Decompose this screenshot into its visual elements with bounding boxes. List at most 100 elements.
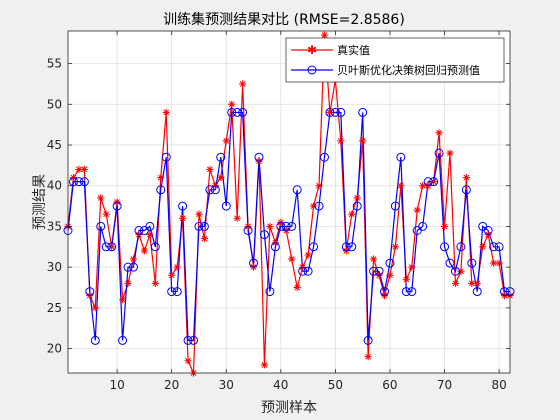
data-point-actual <box>386 271 394 279</box>
data-point-actual <box>337 137 345 145</box>
data-point-actual <box>293 283 301 292</box>
data-point-predicted <box>467 258 477 268</box>
data-point-predicted <box>172 287 182 297</box>
data-point-predicted <box>298 266 308 276</box>
data-point-actual <box>304 251 312 259</box>
data-point-actual <box>91 304 99 312</box>
data-point-predicted <box>68 177 78 187</box>
data-point-actual <box>162 108 170 117</box>
data-point-predicted <box>401 287 411 297</box>
data-point-actual <box>140 247 148 255</box>
y-axis-label: 预测结果 <box>32 174 48 230</box>
legend-box <box>285 37 505 83</box>
data-point-actual <box>239 80 247 88</box>
grid <box>68 31 510 373</box>
data-point-actual <box>206 165 214 174</box>
data-point-predicted <box>85 287 95 297</box>
plot-frame <box>67 30 511 374</box>
x-tick-labels: 10 20 30 40 50 60 70 80 <box>109 378 506 392</box>
data-point-predicted <box>423 177 433 187</box>
data-point-predicted <box>281 221 291 231</box>
data-point-predicted <box>194 221 204 231</box>
x-axis-label: 预测样本 <box>261 400 317 416</box>
data-point-predicted <box>379 287 389 297</box>
data-point-predicted <box>292 185 302 195</box>
y-tick-labels: 20 25 30 35 40 45 50 55 <box>47 57 62 356</box>
y-tick-label: 35 <box>47 219 62 233</box>
data-point-predicted <box>178 201 188 211</box>
data-point-predicted <box>374 266 384 276</box>
data-point-predicted <box>385 258 395 268</box>
data-point-actual <box>359 137 367 145</box>
data-point-actual <box>200 235 209 243</box>
data-point-predicted <box>90 335 100 345</box>
series-lines <box>67 35 510 374</box>
data-point-actual <box>118 296 127 304</box>
data-point-actual <box>473 279 481 288</box>
data-point-actual <box>462 173 470 182</box>
data-point-predicted <box>450 266 460 276</box>
data-point-actual <box>440 222 449 231</box>
data-point-predicted <box>189 335 199 345</box>
y-tick-label: 25 <box>47 301 62 315</box>
data-point-predicted <box>101 242 111 252</box>
data-point-predicted <box>150 242 160 252</box>
legend-label-predicted: 贝叶斯优化决策树回归预测值 <box>337 63 480 77</box>
data-point-actual <box>195 210 203 218</box>
data-point-actual <box>364 353 372 361</box>
data-point-predicted <box>303 266 313 276</box>
data-point-actual <box>80 165 88 174</box>
data-point-actual <box>260 361 269 369</box>
data-point-predicted <box>325 107 335 117</box>
data-point-predicted <box>456 242 466 252</box>
data-point-predicted <box>396 152 406 162</box>
axis-ticks <box>68 31 510 373</box>
data-point-predicted <box>358 107 368 117</box>
x-tick-label: 40 <box>273 378 288 392</box>
data-point-predicted <box>74 177 84 187</box>
y-tick-label: 30 <box>47 260 62 274</box>
data-point-actual <box>397 182 405 190</box>
x-tick-label: 50 <box>328 378 343 392</box>
data-point-actual <box>97 194 105 202</box>
data-point-predicted <box>259 230 269 240</box>
x-tick-label: 60 <box>382 378 397 392</box>
data-point-actual <box>217 173 225 182</box>
data-point-predicted <box>309 242 319 252</box>
data-point-predicted <box>199 221 209 231</box>
data-point-predicted <box>330 107 340 117</box>
data-point-predicted <box>483 226 493 235</box>
data-point-actual <box>146 230 154 239</box>
y-tick-label: 20 <box>47 342 62 356</box>
data-point-actual <box>353 194 361 202</box>
data-point-actual <box>320 31 329 39</box>
plot-area <box>68 31 510 373</box>
legend-label-actual: 真实值 <box>337 43 370 57</box>
y-tick-label: 50 <box>47 97 62 111</box>
x-tick-label: 70 <box>437 378 452 392</box>
data-point-predicted <box>96 221 106 231</box>
data-point-predicted <box>156 185 166 195</box>
legend-marker-actual: ✱ <box>307 43 317 57</box>
data-point-predicted <box>221 201 231 211</box>
data-point-predicted <box>319 152 329 162</box>
data-point-actual <box>124 279 132 288</box>
data-point-predicted <box>112 201 122 211</box>
data-point-actual <box>288 255 296 263</box>
series-markers <box>63 31 515 377</box>
y-tick-label: 40 <box>47 179 62 193</box>
data-point-predicted <box>243 226 253 235</box>
data-point-predicted <box>390 201 400 211</box>
data-point-actual <box>233 214 241 222</box>
data-point-predicted <box>418 221 428 231</box>
legend-marker-predicted <box>307 65 317 75</box>
data-point-predicted <box>352 201 362 211</box>
data-point-predicted <box>500 287 510 297</box>
data-point-predicted <box>216 152 226 162</box>
y-tick-label: 55 <box>47 57 62 71</box>
data-point-actual <box>315 182 323 190</box>
chart-title: 训练集预测结果对比 (RMSE=2.8586) <box>163 11 405 28</box>
data-point-actual <box>184 357 192 365</box>
data-point-predicted <box>134 226 144 235</box>
